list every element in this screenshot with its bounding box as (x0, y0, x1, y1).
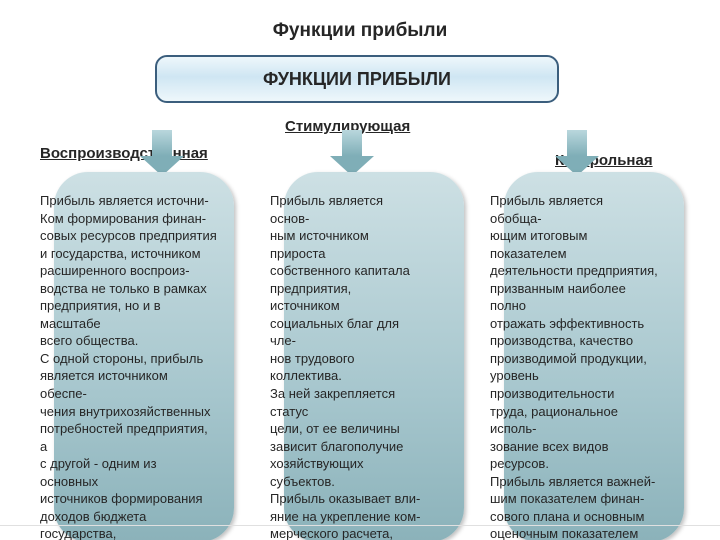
main-concept-box: ФУНКЦИИ ПРИБЫЛИ (155, 55, 559, 103)
column-right-text: Прибыль является обобща- ющим итоговым п… (490, 190, 700, 540)
column-left-text: Прибыль является источни- Ком формирован… (40, 190, 250, 540)
arrow-left (140, 130, 184, 176)
slide-root: Функции прибыли ФУНКЦИИ ПРИБЫЛИ Стимулир… (0, 0, 720, 540)
footer-divider (0, 525, 720, 526)
arrow-center (330, 130, 374, 176)
arrow-shaft-icon (152, 130, 172, 156)
arrow-shaft-icon (342, 130, 362, 156)
arrow-right (555, 130, 599, 176)
column-right: Прибыль является обобща- ющим итоговым п… (490, 190, 700, 540)
column-left: Прибыль является источни- Ком формирован… (40, 190, 250, 540)
column-center: Прибыль является основ- ным источником п… (270, 190, 480, 540)
column-center-text: Прибыль является основ- ным источником п… (270, 190, 480, 540)
arrow-shaft-icon (567, 130, 587, 156)
main-concept-label: ФУНКЦИИ ПРИБЫЛИ (263, 69, 451, 90)
slide-title: Функции прибыли (0, 20, 720, 42)
